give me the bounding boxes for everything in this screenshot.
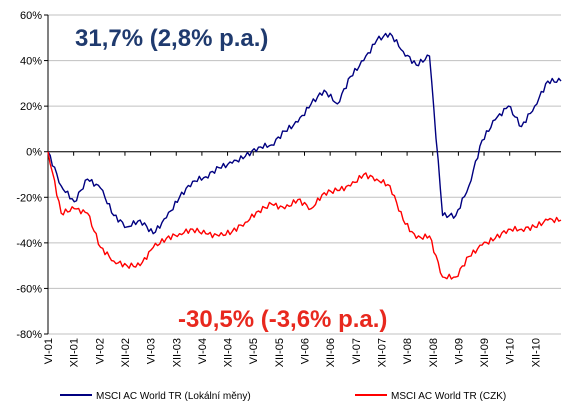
x-tick-label: XII-10 [530, 338, 542, 367]
x-tick-label: XII-08 [428, 338, 440, 367]
x-tick-label: XII-09 [479, 338, 491, 367]
x-tick-label: VI-03 [146, 338, 158, 364]
x-axis: VI-01 XII-01 VI-02 XII-02 VI-03 XII-03 VI-04 XI… [43, 151, 561, 367]
plot-area [48, 15, 561, 334]
y-tick-label: 60% [20, 10, 42, 22]
x-tick-label: XII-05 [274, 338, 286, 367]
x-tick-label: VI-02 [94, 338, 106, 364]
y-tick-label: 20% [20, 101, 42, 113]
legend-label-local: MSCI AC World TR (Lokální měny) [96, 391, 251, 402]
y-tick-label: 40% [20, 56, 42, 68]
y-tick-label: -60% [16, 283, 42, 295]
x-tick-label: VI-10 [505, 338, 517, 364]
y-axis: 60% 40% 20% 0% -20% -40% -60% -80% [16, 10, 49, 341]
x-tick-label: XII-02 [120, 338, 132, 367]
annotation-czk: -30,5% (-3,6% p.a.) [178, 306, 387, 333]
legend: MSCI AC World TR (Lokální měny) MSCI AC … [60, 391, 506, 402]
x-tick-label: XII-03 [171, 338, 183, 367]
y-tick-label: -40% [16, 238, 42, 250]
x-tick-label: VI-05 [248, 338, 260, 364]
y-tick-label: -80% [16, 329, 42, 341]
series-line-0 [47, 32, 562, 235]
x-tick-label: XII-06 [325, 338, 337, 367]
series-line-1 [47, 151, 562, 280]
y-tick-label: -20% [16, 192, 42, 204]
x-tick-label: VI-06 [300, 338, 312, 364]
x-tick-label: VI-01 [43, 338, 55, 364]
series-group [47, 32, 562, 280]
legend-label-czk: MSCI AC World TR (CZK) [391, 391, 506, 402]
x-tick-label: XII-07 [376, 338, 388, 367]
x-tick-label: VI-07 [351, 338, 363, 364]
x-tick-label: XII-04 [223, 338, 235, 367]
x-tick-label: VI-09 [453, 338, 465, 364]
x-tick-label: VI-08 [402, 338, 414, 364]
annotation-local: 31,7% (2,8% p.a.) [75, 25, 268, 52]
x-tick-label: VI-04 [197, 338, 209, 364]
x-tick-label: XII-01 [69, 338, 81, 367]
y-tick-label: 0% [26, 147, 42, 159]
